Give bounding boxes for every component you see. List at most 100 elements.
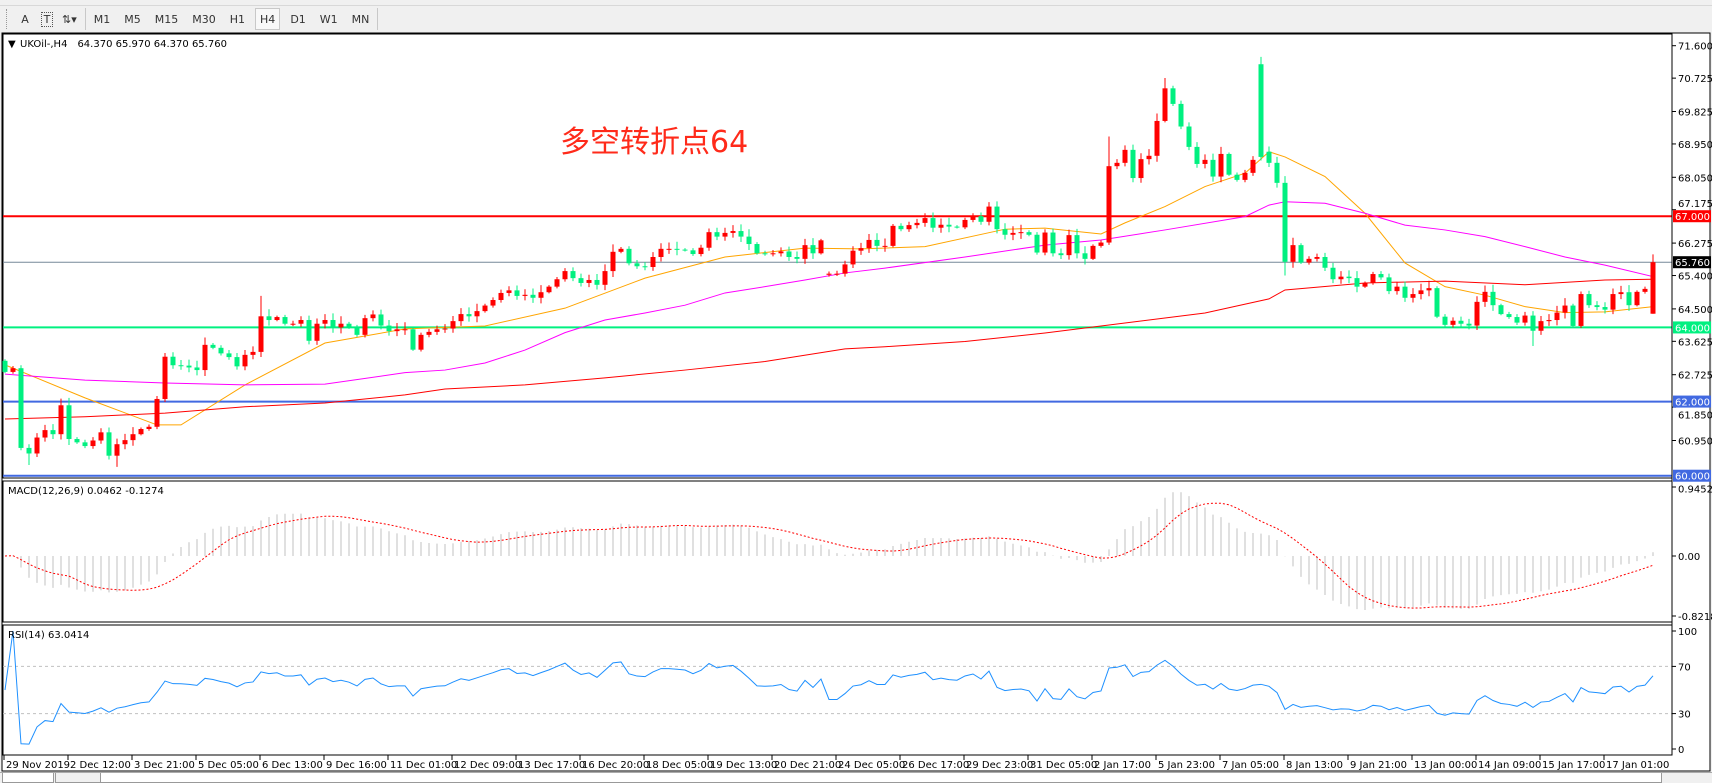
candle[interactable]: [154, 396, 160, 430]
candle[interactable]: [1010, 226, 1016, 241]
candle[interactable]: [1298, 243, 1304, 265]
candle[interactable]: [1634, 290, 1640, 307]
candle[interactable]: [34, 433, 40, 458]
candle[interactable]: [226, 350, 232, 360]
candle[interactable]: [1650, 254, 1656, 314]
timeframe-d1-button[interactable]: D1: [290, 12, 306, 26]
candle[interactable]: [1122, 145, 1128, 167]
candle[interactable]: [714, 227, 720, 241]
candle[interactable]: [90, 437, 96, 449]
bottom-tab[interactable]: [2, 773, 54, 783]
candle[interactable]: [1098, 240, 1104, 248]
candle[interactable]: [258, 295, 264, 357]
candle[interactable]: [522, 289, 528, 301]
candle[interactable]: [1578, 291, 1584, 329]
candle[interactable]: [306, 315, 312, 345]
candle[interactable]: [1554, 305, 1560, 326]
candle[interactable]: [458, 308, 464, 326]
candle[interactable]: [874, 233, 880, 252]
candle[interactable]: [1602, 302, 1608, 314]
candle[interactable]: [130, 427, 136, 446]
bottom-tab[interactable]: [55, 773, 105, 783]
candle[interactable]: [818, 238, 824, 255]
candle[interactable]: [82, 439, 88, 449]
candle[interactable]: [450, 315, 456, 333]
candle[interactable]: [1522, 311, 1528, 326]
candle[interactable]: [410, 327, 416, 351]
candle[interactable]: [1610, 288, 1616, 315]
candle[interactable]: [1058, 248, 1064, 260]
candle[interactable]: [994, 201, 1000, 234]
candle[interactable]: [74, 437, 80, 444]
candle[interactable]: [202, 337, 208, 376]
candle[interactable]: [578, 273, 584, 287]
candle[interactable]: [722, 227, 728, 241]
candle[interactable]: [866, 234, 872, 253]
candle[interactable]: [1250, 156, 1256, 176]
candle[interactable]: [1346, 270, 1352, 284]
candle[interactable]: [338, 316, 344, 334]
candle[interactable]: [1410, 288, 1416, 303]
candle[interactable]: [394, 322, 400, 337]
candle[interactable]: [634, 259, 640, 269]
candle[interactable]: [274, 315, 280, 322]
candle[interactable]: [290, 320, 296, 327]
candle[interactable]: [834, 270, 840, 277]
candle[interactable]: [682, 248, 688, 252]
candle[interactable]: [898, 223, 904, 232]
candle[interactable]: [1162, 77, 1168, 123]
candle[interactable]: [10, 365, 16, 374]
candle[interactable]: [570, 267, 576, 282]
timeframe-h1-button[interactable]: H1: [229, 12, 246, 26]
candle[interactable]: [1106, 136, 1112, 245]
candle[interactable]: [218, 345, 224, 356]
candle[interactable]: [162, 353, 168, 402]
candle[interactable]: [810, 238, 816, 259]
candle[interactable]: [1002, 223, 1008, 240]
candle[interactable]: [1474, 296, 1480, 331]
candle[interactable]: [1154, 113, 1160, 162]
candle[interactable]: [1226, 152, 1232, 176]
candle[interactable]: [250, 346, 256, 360]
candle[interactable]: [418, 332, 424, 352]
candle[interactable]: [1170, 85, 1176, 106]
candle[interactable]: [378, 309, 384, 330]
candle[interactable]: [514, 285, 520, 300]
candle[interactable]: [26, 444, 32, 465]
candle[interactable]: [1514, 314, 1520, 325]
candle[interactable]: [1466, 318, 1472, 330]
toolbar-grip[interactable]: [6, 9, 10, 29]
arrows-dropdown-button[interactable]: ⇅▾: [58, 8, 81, 30]
candle[interactable]: [770, 249, 776, 257]
candle[interactable]: [1402, 281, 1408, 302]
candle[interactable]: [954, 225, 960, 229]
timeframe-m30-button[interactable]: M30: [192, 12, 216, 26]
candle[interactable]: [930, 212, 936, 233]
candle[interactable]: [1234, 172, 1240, 182]
candle[interactable]: [18, 365, 24, 451]
candle[interactable]: [618, 246, 624, 254]
candle[interactable]: [186, 359, 192, 373]
candle[interactable]: [962, 217, 968, 230]
candle[interactable]: [978, 212, 984, 225]
candle[interactable]: [354, 324, 360, 337]
candle[interactable]: [362, 314, 368, 338]
candle[interactable]: [266, 309, 272, 326]
candle[interactable]: [754, 242, 760, 255]
timeframe-mn-button[interactable]: MN: [351, 12, 370, 26]
candle[interactable]: [658, 243, 664, 262]
candle[interactable]: [210, 343, 216, 350]
candle[interactable]: [442, 324, 448, 333]
candle[interactable]: [58, 398, 64, 440]
candle[interactable]: [1146, 149, 1152, 165]
candle[interactable]: [1562, 298, 1568, 319]
annotation-text[interactable]: 多空转折点64: [560, 125, 748, 160]
candle[interactable]: [1338, 271, 1344, 284]
candle[interactable]: [730, 225, 736, 238]
candle[interactable]: [642, 262, 648, 271]
candle[interactable]: [1530, 311, 1536, 346]
candle[interactable]: [530, 288, 536, 303]
candle[interactable]: [434, 325, 440, 335]
candle[interactable]: [858, 242, 864, 255]
candle[interactable]: [1378, 271, 1384, 280]
